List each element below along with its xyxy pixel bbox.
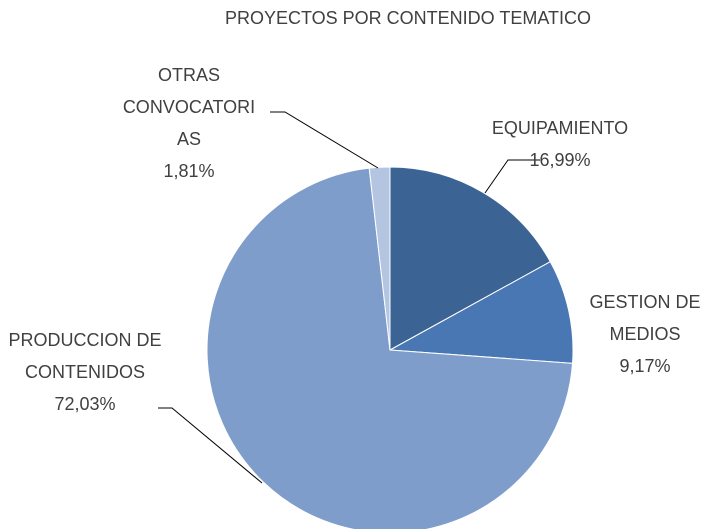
data-label: OTRAS CONVOCATORIAS 1,81%	[118, 59, 260, 187]
leader-line	[270, 111, 379, 169]
data-label: GESTION DE MEDIOS 9,17%	[575, 286, 714, 382]
pie-slice	[368, 166, 391, 351]
category-label: EQUIPAMIENTO	[491, 118, 629, 138]
pie-slice	[389, 166, 551, 351]
value-label: 1,81%	[163, 161, 215, 181]
value-label: 16,99%	[529, 150, 591, 170]
data-label: EQUIPAMIENTO 16,99%	[470, 112, 650, 176]
category-label: OTRAS CONVOCATORIAS	[122, 65, 256, 149]
category-label: PRODUCCION DE CONTENIDOS	[8, 330, 162, 382]
pie-slice	[388, 261, 574, 364]
value-label: 9,17%	[619, 356, 671, 376]
value-label: 72,03%	[54, 394, 116, 414]
data-label: PRODUCCION DE CONTENIDOS 72,03%	[8, 324, 162, 420]
category-label: GESTION DE MEDIOS	[589, 292, 701, 344]
leader-line	[484, 159, 540, 194]
chart-title: PROYECTOS POR CONTENIDO TEMATICO	[224, 8, 592, 28]
leader-line	[158, 407, 263, 484]
